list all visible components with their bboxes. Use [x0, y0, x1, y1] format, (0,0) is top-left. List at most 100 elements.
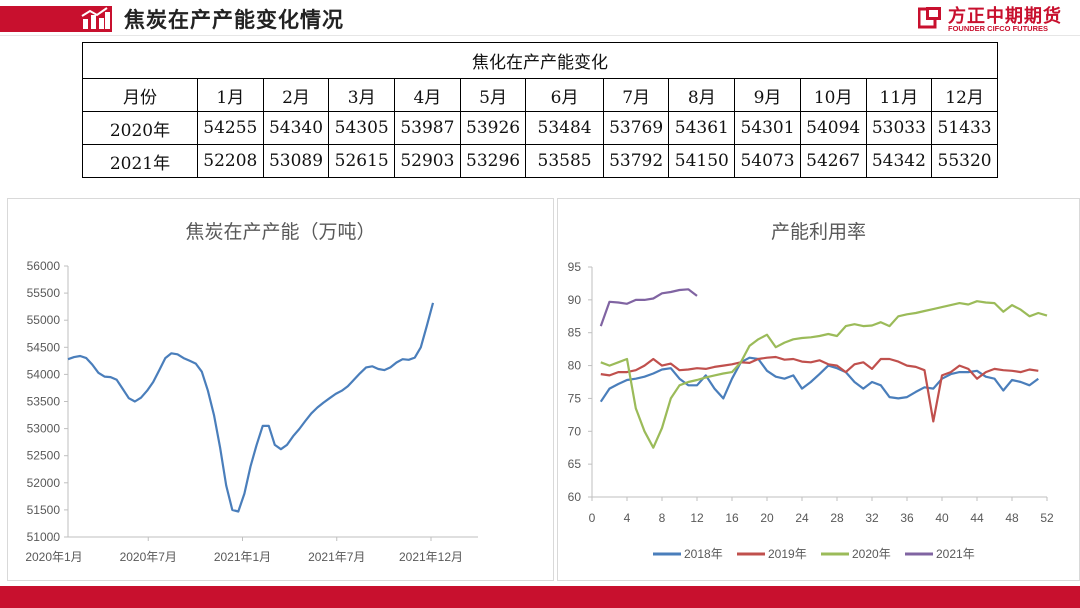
x-tick-label: 2021年1月	[214, 550, 271, 564]
y-tick-label: 53500	[27, 395, 61, 409]
table-cell: 52615	[328, 144, 396, 178]
y-tick-label: 70	[568, 424, 582, 438]
column-header: 3月	[328, 78, 396, 112]
y-tick-label: 54000	[27, 367, 61, 381]
x-tick-label: 52	[1040, 511, 1054, 525]
x-tick-label: 12	[690, 511, 704, 525]
y-tick-label: 51000	[27, 530, 61, 544]
table-cell: 53033	[865, 111, 933, 145]
x-tick-label: 40	[935, 511, 949, 525]
x-tick-label: 2020年7月	[120, 550, 177, 564]
legend-label: 2020年	[852, 547, 891, 561]
table-cell: 54305	[328, 111, 396, 145]
table-title-row: 焦化在产产能变化	[82, 42, 998, 79]
x-tick-label: 24	[795, 511, 809, 525]
y-tick-label: 90	[568, 293, 582, 307]
table-row: 2021年 52208 53089 52615 52903 53296 5358…	[82, 144, 998, 178]
x-tick-label: 2020年1月	[25, 550, 82, 564]
table-cell: 54150	[668, 144, 736, 178]
x-tick-label: 4	[624, 511, 631, 525]
table-cell: 53792	[602, 144, 670, 178]
y-tick-label: 55500	[27, 286, 61, 300]
column-header: 12月	[931, 78, 998, 112]
y-tick-label: 95	[568, 260, 582, 274]
table-cell: 53585	[525, 144, 604, 178]
footer-bar	[0, 586, 1080, 608]
table-cell: 55320	[931, 144, 998, 178]
table-cell: 53926	[459, 111, 527, 145]
utilization-chart-panel: 产能利用率 60 65 70 75 80 85 90 95 0 4 8 12 16 20 24 28 32 36 4…	[557, 198, 1080, 581]
row-label: 2020年	[82, 111, 198, 145]
series-line-2019年	[600, 355, 1039, 423]
header-divider	[0, 35, 1080, 36]
x-tick-label: 48	[1005, 511, 1019, 525]
table-cell: 53987	[394, 111, 461, 145]
page-title: 焦炭在产产能变化情况	[124, 8, 344, 32]
column-header: 6月	[525, 78, 604, 112]
y-tick-label: 55000	[27, 313, 61, 327]
column-header: 10月	[799, 78, 867, 112]
table-cell: 54301	[734, 111, 801, 145]
table-cell: 54255	[196, 111, 264, 145]
series-line-2021年	[599, 288, 698, 327]
y-tick-label: 52500	[27, 449, 61, 463]
y-tick-label: 85	[568, 326, 582, 340]
y-tick-label: 51500	[27, 503, 61, 517]
capacity-series-line	[67, 302, 435, 513]
series-line-2020年	[600, 300, 1048, 449]
table-row: 2020年 54255 54340 54305 53987 53926 5348…	[82, 111, 998, 145]
x-tick-label: 2021年7月	[308, 550, 365, 564]
company-logo: 方正中期期货 FOUNDER CIFCO FUTURES	[914, 2, 1074, 36]
table-cell: 53296	[459, 144, 527, 178]
column-header: 8月	[668, 78, 736, 112]
table-cell: 54094	[799, 111, 867, 145]
x-tick-label: 20	[760, 511, 774, 525]
table-cell: 53089	[262, 144, 330, 178]
table-cell: 54073	[734, 144, 801, 178]
series-line-2018年	[599, 356, 1039, 403]
x-tick-label: 8	[659, 511, 666, 525]
column-header: 5月	[459, 78, 527, 112]
y-tick-label: 54500	[27, 340, 61, 354]
table-cell: 53484	[525, 111, 604, 145]
x-tick-label: 32	[865, 511, 879, 525]
capacity-table: 焦化在产产能变化 月份 1月 2月 3月 4月 5月 6月 7月 8月 9月 1…	[82, 42, 998, 178]
chart-title: 焦炭在产产能（万吨）	[185, 221, 376, 243]
chart-title: 产能利用率	[770, 221, 866, 243]
table-cell: 53769	[602, 111, 670, 145]
table-header-row: 月份 1月 2月 3月 4月 5月 6月 7月 8月 9月 10月 11月 12…	[82, 78, 998, 112]
y-tick-label: 52000	[27, 476, 61, 490]
y-tick-label: 65	[568, 457, 582, 471]
table-cell: 52208	[196, 144, 264, 178]
column-header: 9月	[734, 78, 801, 112]
table-title: 焦化在产产能变化	[82, 42, 998, 79]
column-header: 2月	[262, 78, 330, 112]
capacity-line-chart: 51000 51500 52000 52500 53000 53500 54000 54500…	[25, 259, 478, 564]
y-tick-label: 53000	[27, 422, 61, 436]
column-header: 月份	[82, 78, 198, 112]
x-tick-label: 44	[970, 511, 984, 525]
slide-header: 焦炭在产产能变化情况 方正中期期货 FOUNDER CIFCO FUTURES	[0, 0, 1080, 38]
y-tick-label: 60	[568, 490, 582, 504]
x-tick-label: 28	[830, 511, 844, 525]
y-tick-label: 56000	[27, 259, 61, 273]
logo-english-name: FOUNDER CIFCO FUTURES	[948, 24, 1048, 33]
table-cell: 51433	[931, 111, 998, 145]
y-tick-label: 80	[568, 359, 582, 373]
table-cell: 54342	[865, 144, 933, 178]
legend-label: 2019年	[768, 547, 807, 561]
column-header: 7月	[602, 78, 670, 112]
bar-chart-icon	[78, 6, 112, 32]
y-tick-label: 75	[568, 391, 582, 405]
table-cell: 54267	[799, 144, 867, 178]
legend-label: 2021年	[936, 547, 975, 561]
logo-mark-icon	[918, 7, 941, 29]
column-header: 4月	[394, 78, 461, 112]
column-header: 11月	[865, 78, 933, 112]
x-tick-label: 2021年12月	[399, 550, 463, 564]
table-cell: 54361	[668, 111, 736, 145]
table-cell: 54340	[262, 111, 330, 145]
x-tick-label: 36	[900, 511, 914, 525]
capacity-chart-panel: 焦炭在产产能（万吨） 51000 51500 52000 52500 53000 5350…	[7, 198, 554, 581]
